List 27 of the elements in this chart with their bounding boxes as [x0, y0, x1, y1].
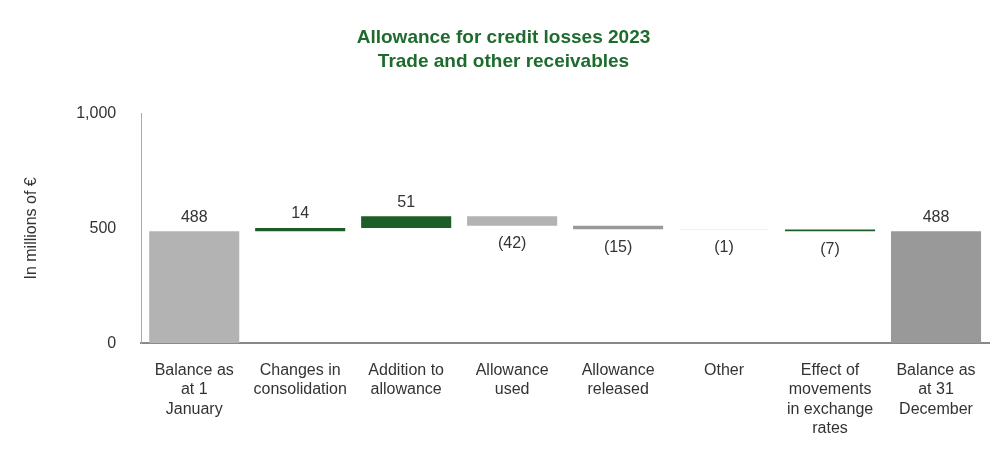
bar [149, 231, 240, 344]
chart-title: Allowance for credit losses 2023 [356, 25, 651, 47]
bar [255, 227, 346, 232]
bar [467, 216, 558, 226]
data-label: (1) [714, 237, 734, 255]
bar [890, 231, 982, 344]
x-tick-label: Balance as at 31 December [896, 361, 976, 417]
y-tick-label: 500 [89, 218, 117, 236]
x-tick-label: Other [704, 361, 745, 379]
chart-subtitle: Trade and other receivables [377, 50, 630, 72]
x-tick-label: Balance as at 1 January [154, 361, 234, 417]
data-label: 14 [291, 204, 310, 222]
data-label: 51 [397, 192, 416, 210]
x-tick-label: Changes in consolidation [253, 361, 347, 398]
x-tick-label: Allowance released [581, 361, 655, 398]
data-label: (42) [497, 234, 527, 252]
y-tick-label: 0 [107, 333, 117, 351]
x-tick-label: Effect of movements in exchange rates [786, 361, 874, 436]
y-axis-title: In millions of € [22, 177, 40, 280]
data-label: 488 [180, 207, 208, 225]
y-tick-label: 1,000 [76, 104, 117, 122]
bar [361, 216, 452, 228]
data-label: 488 [922, 207, 950, 225]
data-label: (7) [820, 239, 840, 257]
x-tick-label: Addition to allowance [368, 361, 445, 398]
x-tick-label: Allowance used [475, 361, 549, 398]
data-label: (15) [603, 237, 633, 255]
